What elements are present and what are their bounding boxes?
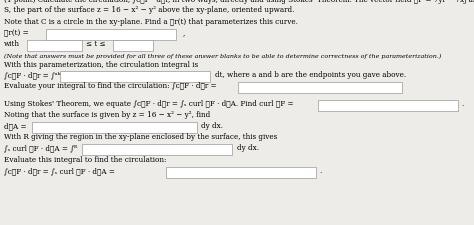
Text: ∫ₛ curl ⃗F · d⃗A = ∫ᴿ: ∫ₛ curl ⃗F · d⃗A = ∫ᴿ [4, 143, 77, 151]
FancyBboxPatch shape [32, 122, 197, 133]
Text: ≤ t ≤: ≤ t ≤ [86, 40, 106, 48]
Text: .: . [461, 99, 463, 108]
Text: Using Stokes' Theorem, we equate ∫ᴄ⃗F · d⃗r = ∫ₛ curl ⃗F · d⃗A. Find curl ⃗F =: Using Stokes' Theorem, we equate ∫ᴄ⃗F · … [4, 99, 293, 108]
Text: ∫ᴄ⃗F · d⃗r = ∫ₛ curl ⃗F · d⃗A =: ∫ᴄ⃗F · d⃗r = ∫ₛ curl ⃗F · d⃗A = [4, 166, 115, 174]
Text: dy dx.: dy dx. [201, 122, 223, 129]
Text: d⃗A =: d⃗A = [4, 122, 27, 129]
FancyBboxPatch shape [238, 83, 402, 94]
Text: With R giving the region in the xy-plane enclosed by the surface, this gives: With R giving the region in the xy-plane… [4, 132, 277, 140]
FancyBboxPatch shape [46, 30, 176, 41]
Text: Evaluate your integral to find the circulation: ∫ᴄ⃗F · d⃗r =: Evaluate your integral to find the circu… [4, 82, 217, 90]
FancyBboxPatch shape [27, 41, 82, 52]
Text: with: with [4, 40, 20, 48]
Text: S, the part of the surface z = 16 − x² − y² above the xy-plane, oriented upward.: S, the part of the surface z = 16 − x² −… [4, 6, 294, 14]
Text: With this parameterization, the circulation integral is: With this parameterization, the circulat… [4, 61, 198, 69]
FancyBboxPatch shape [318, 101, 458, 112]
Text: dy dx.: dy dx. [237, 143, 259, 151]
Text: Evaluate this integral to find the circulation:: Evaluate this integral to find the circu… [4, 155, 166, 163]
Text: (Note that answers must be provided for all three of these answer blanks to be a: (Note that answers must be provided for … [4, 54, 441, 59]
Text: dt, where a and b are the endpoints you gave above.: dt, where a and b are the endpoints you … [215, 71, 406, 79]
FancyBboxPatch shape [60, 72, 210, 83]
Text: Note that C is a circle in the xy-plane. Find a ⃗r(t) that parameterizes this cu: Note that C is a circle in the xy-plane.… [4, 18, 298, 26]
FancyBboxPatch shape [166, 167, 316, 178]
FancyBboxPatch shape [82, 144, 232, 155]
Text: (1 point) Calculate the circulation, ∫ᴄ⃗F · d⃗r, in two ways, directly and using: (1 point) Calculate the circulation, ∫ᴄ⃗… [4, 0, 474, 4]
Text: ∫ᴄ⃗F · d⃗r = ∫ᵃᵇ: ∫ᴄ⃗F · d⃗r = ∫ᵃᵇ [4, 71, 60, 79]
Text: ,: , [183, 29, 185, 37]
Text: Noting that the surface is given by z = 16 − x² − y², find: Noting that the surface is given by z = … [4, 110, 210, 119]
Text: ⃗r(t) =: ⃗r(t) = [4, 29, 28, 37]
FancyBboxPatch shape [113, 41, 153, 52]
Text: .: . [319, 166, 321, 174]
